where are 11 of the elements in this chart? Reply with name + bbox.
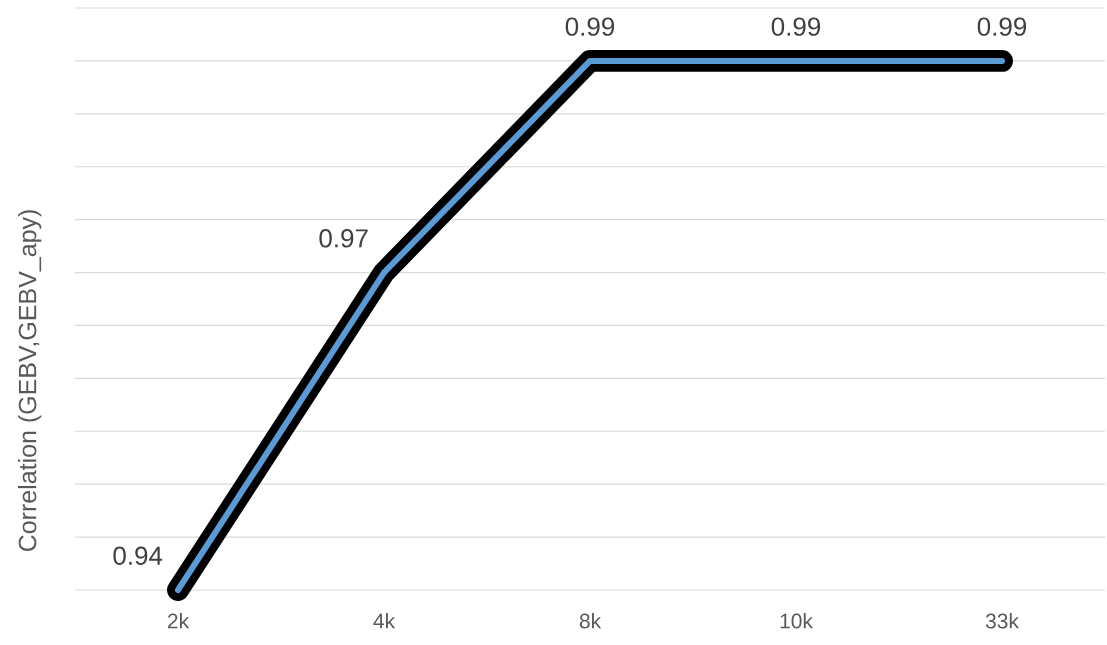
data-label: 0.99 [771,17,821,36]
data-label: 0.97 [319,229,368,248]
x-tick-label: 8k [579,613,602,629]
y-axis-title: Correlation (GEBV,GEBV_apy) [18,210,42,552]
data-label: 0.94 [113,546,163,565]
x-tick-label: 2k [167,613,190,629]
data-label: 0.99 [565,17,615,36]
data-label: 0.99 [977,17,1027,36]
x-tick-label: 10k [780,613,813,629]
x-tick-label: 33k [985,613,1019,629]
x-tick-label: 4k [373,613,396,629]
